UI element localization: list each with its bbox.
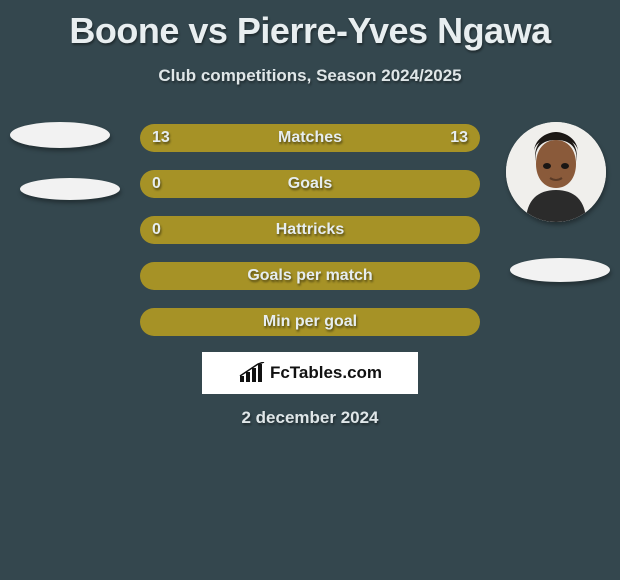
stat-value-right: 13	[450, 124, 468, 152]
player-left-pill-1	[10, 122, 110, 148]
bars-icon	[238, 362, 268, 384]
stat-label: Hattricks	[140, 216, 480, 244]
banner-text: FcTables.com	[270, 363, 382, 383]
player-left-pill-2	[20, 178, 120, 200]
stat-row-min-per-goal: Min per goal	[140, 308, 480, 336]
date-text: 2 december 2024	[0, 408, 620, 428]
stat-label: Goals per match	[140, 262, 480, 290]
stat-label: Goals	[140, 170, 480, 198]
stat-row-goals-per-match: Goals per match	[140, 262, 480, 290]
stat-row-goals: 0 Goals	[140, 170, 480, 198]
player-right-avatar	[506, 122, 606, 222]
stat-row-hattricks: 0 Hattricks	[140, 216, 480, 244]
player-right-pill	[510, 258, 610, 282]
stats-container: 13 Matches 13 0 Goals 0 Hattricks Goals …	[140, 124, 480, 354]
stat-label: Min per goal	[140, 308, 480, 336]
subtitle: Club competitions, Season 2024/2025	[0, 66, 620, 86]
stat-label: Matches	[140, 124, 480, 152]
stat-row-matches: 13 Matches 13	[140, 124, 480, 152]
page-title: Boone vs Pierre-Yves Ngawa	[0, 0, 620, 52]
avatar-icon	[506, 122, 606, 222]
source-banner: FcTables.com	[202, 352, 418, 394]
